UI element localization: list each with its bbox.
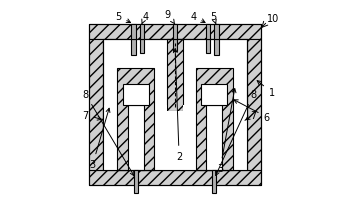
Bar (214, 40, 219, 56)
Text: 8: 8 (216, 90, 256, 176)
Text: 2: 2 (173, 50, 182, 161)
Bar (118, 68, 154, 171)
Bar (89, 25, 261, 40)
Bar (128, 105, 144, 171)
Text: 4: 4 (190, 12, 205, 23)
Bar (140, 25, 144, 40)
Text: 3: 3 (217, 89, 236, 173)
Bar (140, 40, 144, 54)
Bar (206, 40, 210, 54)
Bar (122, 85, 149, 105)
Bar (103, 40, 247, 171)
Bar (131, 40, 136, 56)
Text: 4: 4 (142, 12, 148, 25)
Bar (206, 105, 222, 171)
Bar (89, 171, 261, 185)
Text: 1: 1 (257, 81, 275, 98)
Bar (214, 25, 219, 40)
Bar (131, 25, 136, 40)
Bar (206, 105, 222, 171)
Bar (167, 112, 183, 171)
Text: 3: 3 (90, 109, 110, 169)
Bar (206, 25, 210, 40)
Text: 7: 7 (83, 110, 102, 121)
Bar (201, 85, 228, 105)
Bar (89, 40, 103, 171)
Bar (134, 171, 138, 193)
Text: 5: 5 (116, 12, 131, 23)
Bar (183, 105, 196, 171)
Bar (103, 105, 118, 171)
Bar (173, 40, 177, 52)
Text: 9: 9 (165, 10, 175, 25)
Bar (167, 40, 183, 112)
Bar (212, 171, 216, 193)
Text: 5: 5 (210, 12, 216, 25)
Bar (122, 85, 149, 105)
Bar (247, 40, 261, 171)
Bar (154, 105, 167, 171)
Bar (128, 105, 144, 171)
Bar (89, 25, 261, 185)
Text: 6: 6 (234, 100, 270, 122)
Bar (201, 85, 228, 105)
Bar (103, 40, 247, 171)
Bar (196, 68, 232, 171)
Text: 7: 7 (245, 110, 256, 121)
Bar (173, 25, 177, 40)
Text: 10: 10 (267, 14, 279, 24)
Bar (232, 105, 247, 171)
Text: 8: 8 (83, 90, 134, 176)
